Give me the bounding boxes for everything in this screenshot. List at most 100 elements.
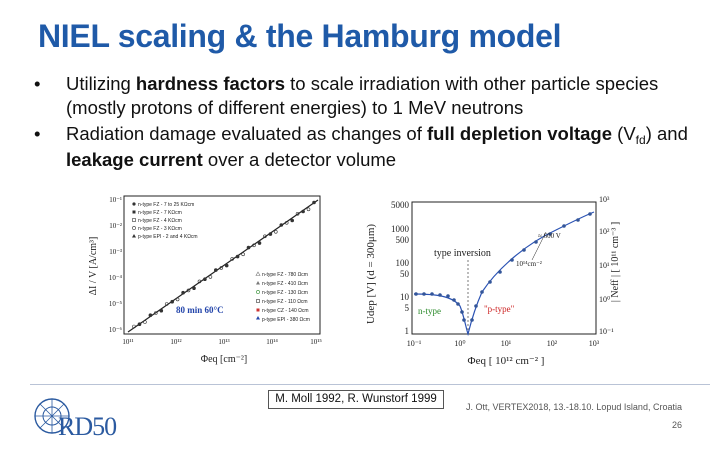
- depletion-voltage-plot: 5000 1000 500 100 50 10 5 1 10⁻¹ 10⁰ 10¹…: [356, 192, 628, 374]
- left-data-point: [230, 257, 234, 261]
- right-data-point: [438, 293, 442, 297]
- right-y-tick-right: 10²: [599, 227, 610, 236]
- left-data-point: [295, 211, 300, 216]
- figure-caption: M. Moll 1992, R. Wunstorf 1999: [268, 390, 444, 409]
- bullet-dot: •: [34, 73, 41, 94]
- right-y-tick: 50: [400, 269, 410, 279]
- left-data-points: [132, 200, 316, 329]
- legend-marker: [256, 308, 260, 312]
- right-y-ticks-right: 10³ 10² 10¹ 10⁰ 10⁻¹: [599, 195, 614, 336]
- right-data-point: [460, 310, 464, 314]
- left-data-point: [132, 324, 136, 329]
- right-x-tick: 10⁰: [454, 339, 465, 348]
- bullet-2-mid1: (V: [612, 123, 636, 144]
- right-y-tick-right: 10¹: [599, 261, 610, 270]
- right-y-tick: 1000: [391, 224, 410, 234]
- legend-marker: [256, 290, 260, 294]
- left-data-point: [224, 263, 229, 268]
- left-y-tick: 10⁻¹: [109, 196, 122, 204]
- left-y-ticks: 10⁻¹ 10⁻² 10⁻³ 10⁻⁴ 10⁻⁵ 10⁻⁶: [109, 196, 123, 334]
- legend-marker: [132, 218, 136, 222]
- left-x-tick: 10¹⁴: [266, 338, 278, 346]
- right-data-point: [534, 240, 538, 244]
- right-x-tick: 10³: [589, 339, 600, 348]
- left-y-label: ΔI / V [A/cm³]: [88, 237, 99, 296]
- right-data-point: [498, 270, 502, 274]
- left-x-tick: 10¹⁵: [310, 338, 322, 346]
- legend-marker: [132, 234, 136, 238]
- v600-label: ≈ 600 V: [538, 232, 561, 240]
- left-data-point: [208, 275, 213, 279]
- left-y-tick: 10⁻³: [109, 248, 122, 256]
- rd50-logo-graphic: [34, 398, 70, 434]
- right-x-tick: 10²: [547, 339, 558, 348]
- left-data-point: [301, 209, 305, 214]
- right-y-tick: 5000: [391, 200, 410, 210]
- right-data-point: [480, 290, 484, 294]
- right-x-label: Φeq [ 10¹² cm⁻² ]: [468, 355, 545, 367]
- left-y-tick: 10⁻²: [109, 222, 122, 230]
- bullet-list: • Utilizing hardness factors to scale ir…: [30, 72, 710, 174]
- left-legend-entry: n-type FZ - 410 Ωcm: [262, 281, 308, 287]
- left-legend-entry: n-type FZ - 110 Ωcm: [262, 299, 308, 305]
- right-y-tick-right: 10⁻¹: [599, 327, 614, 336]
- right-data-point: [522, 248, 526, 252]
- fluence-label: 10¹⁴cm⁻²: [516, 260, 542, 268]
- legend-marker: [132, 210, 136, 214]
- left-x-tick: 10¹²: [170, 338, 181, 346]
- left-annotation: 80 min 60°C: [176, 305, 224, 315]
- bullet-2-mid2: ) and: [645, 123, 688, 144]
- fluence-marker: [531, 231, 547, 261]
- left-plot-frame: [123, 195, 321, 335]
- left-data-point: [154, 311, 158, 315]
- left-data-point: [235, 254, 240, 259]
- right-y-tick: 500: [396, 235, 410, 245]
- right-data-point: [562, 224, 566, 228]
- right-y-tick: 10: [400, 292, 410, 302]
- right-y-tick: 100: [396, 258, 410, 268]
- left-data-point: [181, 290, 185, 295]
- left-legend-top-markers: [132, 202, 136, 238]
- bullet-1-post: to scale irradiation with other particle…: [66, 73, 659, 118]
- left-legend-entry: p-type EPI - 2 and 4 KΩcm: [138, 234, 198, 240]
- left-data-point: [257, 241, 262, 245]
- left-legend-entry: n-type CZ - 140 Ωcm: [262, 308, 309, 314]
- right-data-point: [576, 218, 580, 222]
- right-x-tick: 10⁻¹: [407, 339, 422, 348]
- left-data-point: [279, 223, 284, 227]
- left-data-point: [268, 232, 273, 236]
- left-data-point: [246, 245, 251, 250]
- legend-marker: [256, 281, 260, 285]
- bullet-dot: •: [34, 123, 41, 144]
- left-legend-entry: p-type EPI - 380 Ωcm: [262, 317, 310, 323]
- left-data-point: [143, 320, 147, 324]
- right-data-point: [422, 292, 426, 296]
- left-x-label: Φeq [cm⁻²]: [201, 354, 247, 365]
- left-legend-top: n-type FZ - 7 to 25 KΩcm n-type FZ - 7 K…: [138, 202, 198, 240]
- right-data-point: [456, 302, 460, 306]
- left-legend-entry: n-type FZ - 7 KΩcm: [138, 210, 182, 216]
- bullet-2-sub: fd: [635, 133, 646, 147]
- right-y-label: Udep [V] (d = 300μm): [365, 224, 377, 324]
- left-data-point: [241, 252, 245, 257]
- slide-title: NIEL scaling & the Hamburg model: [38, 18, 562, 54]
- left-legend-entry: n-type FZ - 7 to 25 KΩcm: [138, 202, 194, 208]
- left-data-point: [263, 234, 267, 239]
- bullet-hardness-factors: • Utilizing hardness factors to scale ir…: [30, 72, 710, 120]
- bullet-1-pre: Utilizing: [66, 73, 136, 94]
- right-data-point: [462, 318, 466, 322]
- left-data-point: [192, 286, 196, 290]
- right-data-point: [548, 232, 552, 236]
- legend-marker: [132, 226, 136, 230]
- right-data-point: [488, 280, 492, 284]
- legend-marker: [132, 202, 136, 206]
- left-data-point: [214, 268, 218, 272]
- bullet-2-bold2: leakage current: [66, 149, 203, 170]
- left-y-tick: 10⁻⁶: [109, 326, 123, 334]
- legend-marker: [255, 271, 261, 276]
- right-x-tick: 10¹: [501, 339, 512, 348]
- type-inversion-label: type inversion: [434, 248, 491, 259]
- bullet-2-bold1: full depletion voltage: [427, 123, 613, 144]
- right-data-point: [430, 292, 434, 296]
- right-data-point: [588, 212, 592, 216]
